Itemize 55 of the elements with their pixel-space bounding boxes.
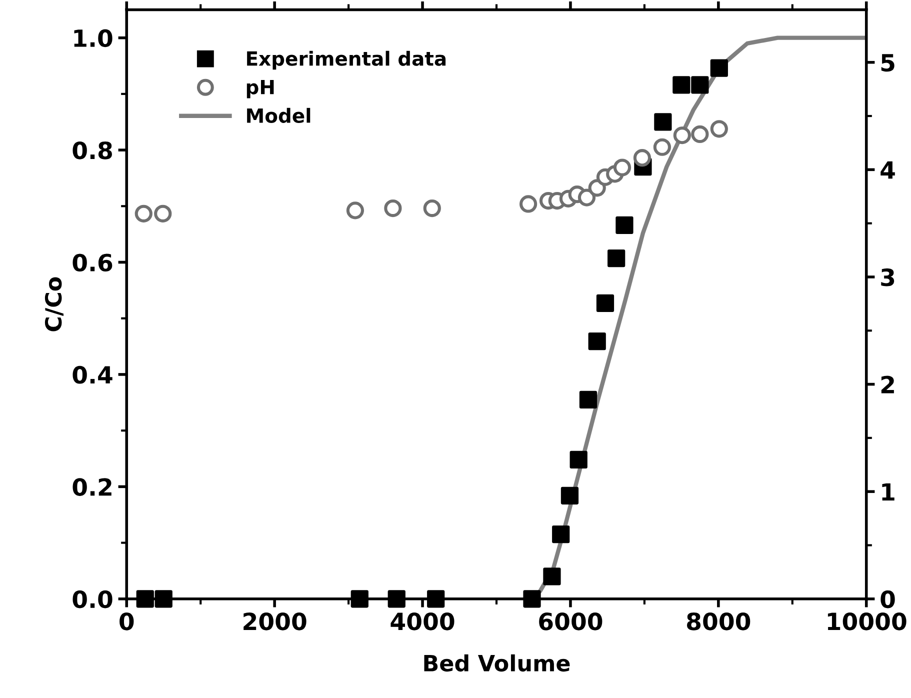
point	[616, 216, 634, 234]
point	[710, 120, 728, 138]
point	[423, 199, 441, 218]
x-tick-label: 4000	[390, 612, 454, 630]
x-tick-label: 2000	[244, 612, 306, 630]
point	[552, 526, 570, 544]
x-tick-label: 6000	[539, 612, 602, 630]
y-axis-title: C/Co	[44, 277, 64, 332]
point	[691, 76, 709, 94]
point	[608, 250, 626, 268]
y2-tick-label: 5	[881, 54, 894, 72]
y-tick-label: 0.4	[72, 366, 112, 384]
legend-label: Model	[247, 108, 310, 123]
point	[543, 568, 561, 586]
point	[579, 390, 598, 409]
y-tick-label: 0.0	[72, 590, 112, 608]
point	[384, 199, 402, 218]
point	[346, 202, 364, 220]
point	[596, 294, 614, 312]
point	[633, 149, 652, 167]
point	[578, 188, 596, 206]
x-tick-label: 10000	[828, 612, 906, 630]
y-tick-label: 0.8	[72, 141, 112, 160]
x-tick-label: 8000	[687, 612, 750, 630]
y2-tick-label: 0	[880, 590, 895, 608]
point	[654, 113, 672, 131]
y-tick-label: 1.0	[74, 29, 112, 48]
legend-label: Experimental data	[247, 50, 446, 70]
x-tick-label: 0	[120, 612, 134, 630]
point	[154, 590, 172, 608]
point	[588, 332, 606, 350]
point	[653, 138, 672, 156]
point	[154, 204, 172, 222]
point	[570, 450, 588, 469]
point	[710, 59, 728, 77]
point	[613, 158, 632, 176]
point	[519, 195, 538, 213]
legend-label: pH	[246, 80, 274, 98]
y-tick-label: 0.6	[72, 254, 112, 272]
point	[388, 590, 406, 608]
point	[427, 590, 445, 608]
x-axis-title: Bed Volume	[424, 654, 570, 672]
point	[134, 204, 152, 222]
y2-tick-label: 1	[882, 483, 894, 501]
point	[691, 125, 709, 144]
y2-tick-label: 3	[881, 268, 894, 286]
y-tick-label: 0.2	[72, 478, 112, 496]
y2-tick-label: 4	[880, 161, 895, 179]
point	[350, 590, 368, 608]
point	[136, 590, 154, 608]
y2-tick-label: 2	[881, 376, 894, 394]
point	[560, 486, 579, 504]
point	[672, 76, 690, 94]
point	[523, 590, 541, 608]
point	[673, 126, 691, 144]
